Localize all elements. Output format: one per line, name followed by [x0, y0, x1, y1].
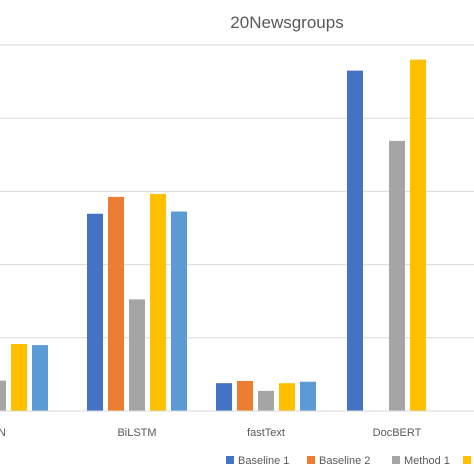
bar: [237, 380, 253, 411]
bar: [108, 196, 124, 411]
category-label: BiLSTM: [117, 427, 156, 439]
category-labels: NN BiLSTM fastText DocBERT: [0, 427, 422, 439]
bar: [150, 193, 166, 411]
bars: [0, 59, 426, 412]
legend-swatch: [226, 456, 234, 464]
bar: [129, 299, 145, 411]
category-label: NN: [0, 427, 6, 439]
bar: [389, 140, 405, 411]
legend-swatch: [307, 456, 315, 464]
bar: [216, 383, 232, 411]
category-label: DocBERT: [373, 427, 422, 439]
legend-swatch: [392, 456, 400, 464]
legend: Baseline 1 Baseline 2 Method 1: [226, 455, 471, 467]
bar: [279, 383, 295, 411]
bar: [300, 381, 316, 411]
legend-label: Baseline 1: [238, 455, 289, 467]
bar: [32, 345, 48, 411]
bar: [258, 390, 274, 411]
bar: [87, 213, 103, 411]
legend-swatch: [463, 456, 471, 464]
bar: [171, 211, 187, 411]
bar: [347, 70, 363, 412]
chart-title: 20Newsgroups: [230, 13, 343, 32]
legend-label: Baseline 2: [319, 455, 370, 467]
bar: [0, 380, 6, 411]
legend-label: Method 1: [404, 455, 450, 467]
category-label: fastText: [247, 427, 285, 439]
bar: [410, 59, 426, 411]
bar: [11, 344, 27, 411]
